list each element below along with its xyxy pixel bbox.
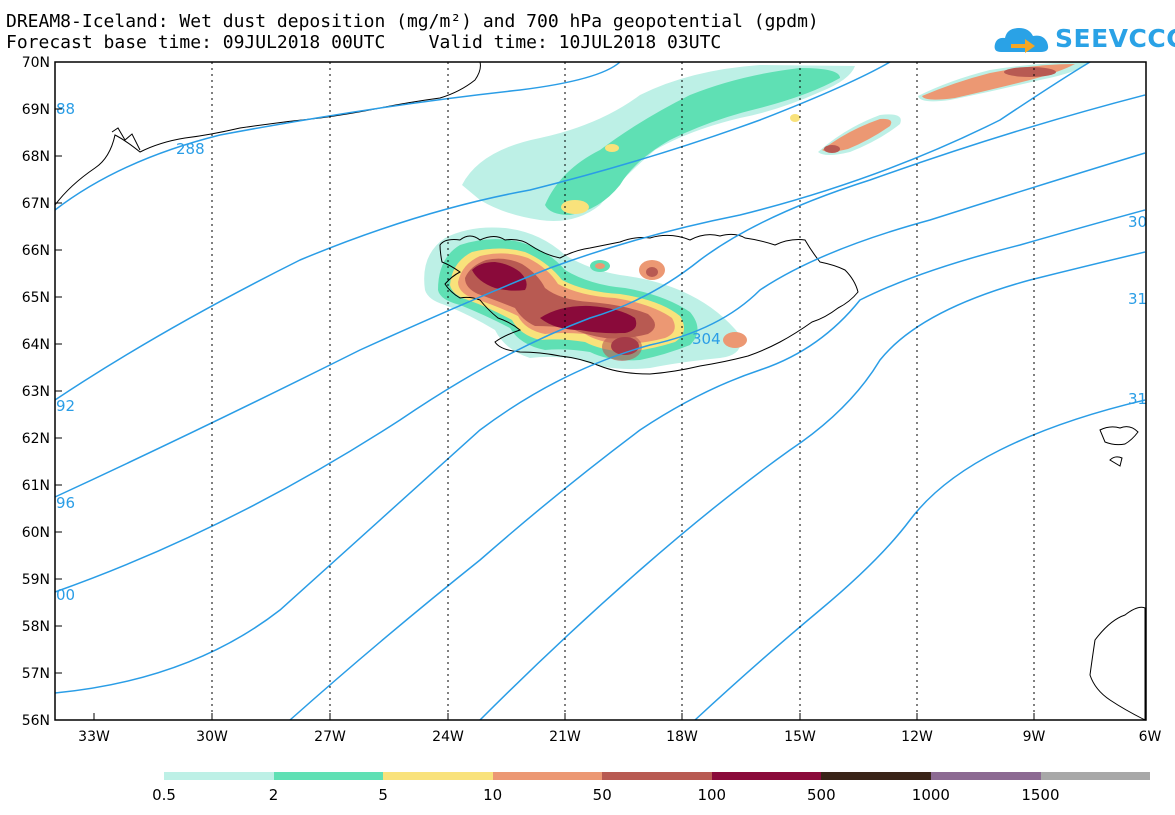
lon-label: 30W — [196, 729, 228, 745]
lon-label: 12W — [901, 729, 933, 745]
contour-label: 88 — [56, 100, 75, 118]
lon-label: 15W — [784, 729, 816, 745]
legend-label: 0.5 — [152, 786, 176, 804]
legend-label: 100 — [697, 786, 727, 804]
longitude-labels: 33W 30W 27W 24W 21W 18W 15W 12W 9W 6W — [78, 729, 1161, 745]
lat-label: 56N — [22, 713, 50, 729]
meridian-gridlines — [211, 62, 1035, 720]
lat-label: 63N — [22, 384, 50, 400]
lat-label: 62N — [22, 431, 50, 447]
contour-labels: 88 288 92 96 00 304 30 31 31 — [56, 100, 1147, 604]
lon-label: 24W — [432, 729, 464, 745]
seevccc-logo: SEEVCCC — [993, 22, 1175, 56]
legend-label: 1000 — [911, 786, 950, 804]
legend-swatch — [930, 772, 1041, 780]
contour-label: 304 — [692, 330, 721, 348]
lat-label: 66N — [22, 243, 50, 259]
lat-label: 68N — [22, 149, 50, 165]
lat-label: 58N — [22, 619, 50, 635]
contour-label: 31 — [1128, 390, 1147, 408]
lat-label: 61N — [22, 478, 50, 494]
cloud-arrow-icon — [994, 28, 1049, 53]
legend-label: 500 — [807, 786, 836, 804]
latitude-labels: 70N 69N 68N 67N 66N 65N 64N 63N 62N 61N … — [22, 55, 50, 729]
coastlines — [54, 61, 1146, 721]
lat-label: 65N — [22, 290, 50, 306]
legend-label: 1500 — [1021, 786, 1060, 804]
lon-label: 18W — [666, 729, 698, 745]
lon-label: 33W — [78, 729, 110, 745]
contour-label: 30 — [1128, 213, 1147, 231]
legend-swatch — [164, 772, 274, 780]
contour-label: 92 — [56, 397, 75, 415]
lat-label: 64N — [22, 337, 50, 353]
forecast-times: Forecast base time: 09JUL2018 00UTC Vali… — [6, 32, 722, 53]
lat-label: 57N — [22, 666, 50, 682]
lon-label: 21W — [549, 729, 581, 745]
legend-swatch — [711, 772, 822, 780]
lon-label: 6W — [1139, 729, 1162, 745]
legend-swatch — [492, 772, 603, 780]
legend-label: 10 — [483, 786, 503, 804]
legend-labels: 0.5 2 5 10 50 100 500 1000 1500 — [0, 786, 1175, 806]
lat-label: 70N — [22, 55, 50, 71]
legend-label: 5 — [378, 786, 388, 804]
lat-label: 67N — [22, 196, 50, 212]
legend-label: 2 — [268, 786, 279, 804]
legend-swatch — [602, 772, 712, 780]
contour-label: 31 — [1128, 290, 1147, 308]
logo-text: SEEVCCC — [1055, 24, 1175, 53]
contour-label: 288 — [176, 140, 205, 158]
legend-swatch — [383, 772, 493, 780]
lat-ticks — [55, 61, 62, 674]
lon-label: 27W — [314, 729, 346, 745]
legend-swatch — [1040, 772, 1151, 780]
geopotential-contours — [54, 61, 1146, 721]
legend-label: 50 — [592, 786, 612, 804]
legend-swatch — [821, 772, 931, 780]
contour-label: 96 — [56, 494, 75, 512]
legend-colorbar — [164, 772, 1151, 780]
contour-label: 00 — [56, 586, 75, 604]
lon-ticks — [93, 713, 1035, 720]
lat-label: 69N — [22, 102, 50, 118]
map-title: DREAM8-Iceland: Wet dust deposition (mg/… — [6, 11, 819, 32]
dust-deposition-field — [424, 62, 1090, 369]
legend-swatch — [273, 772, 384, 780]
lat-label: 59N — [22, 572, 50, 588]
lat-label: 60N — [22, 525, 50, 541]
lon-label: 9W — [1023, 729, 1046, 745]
